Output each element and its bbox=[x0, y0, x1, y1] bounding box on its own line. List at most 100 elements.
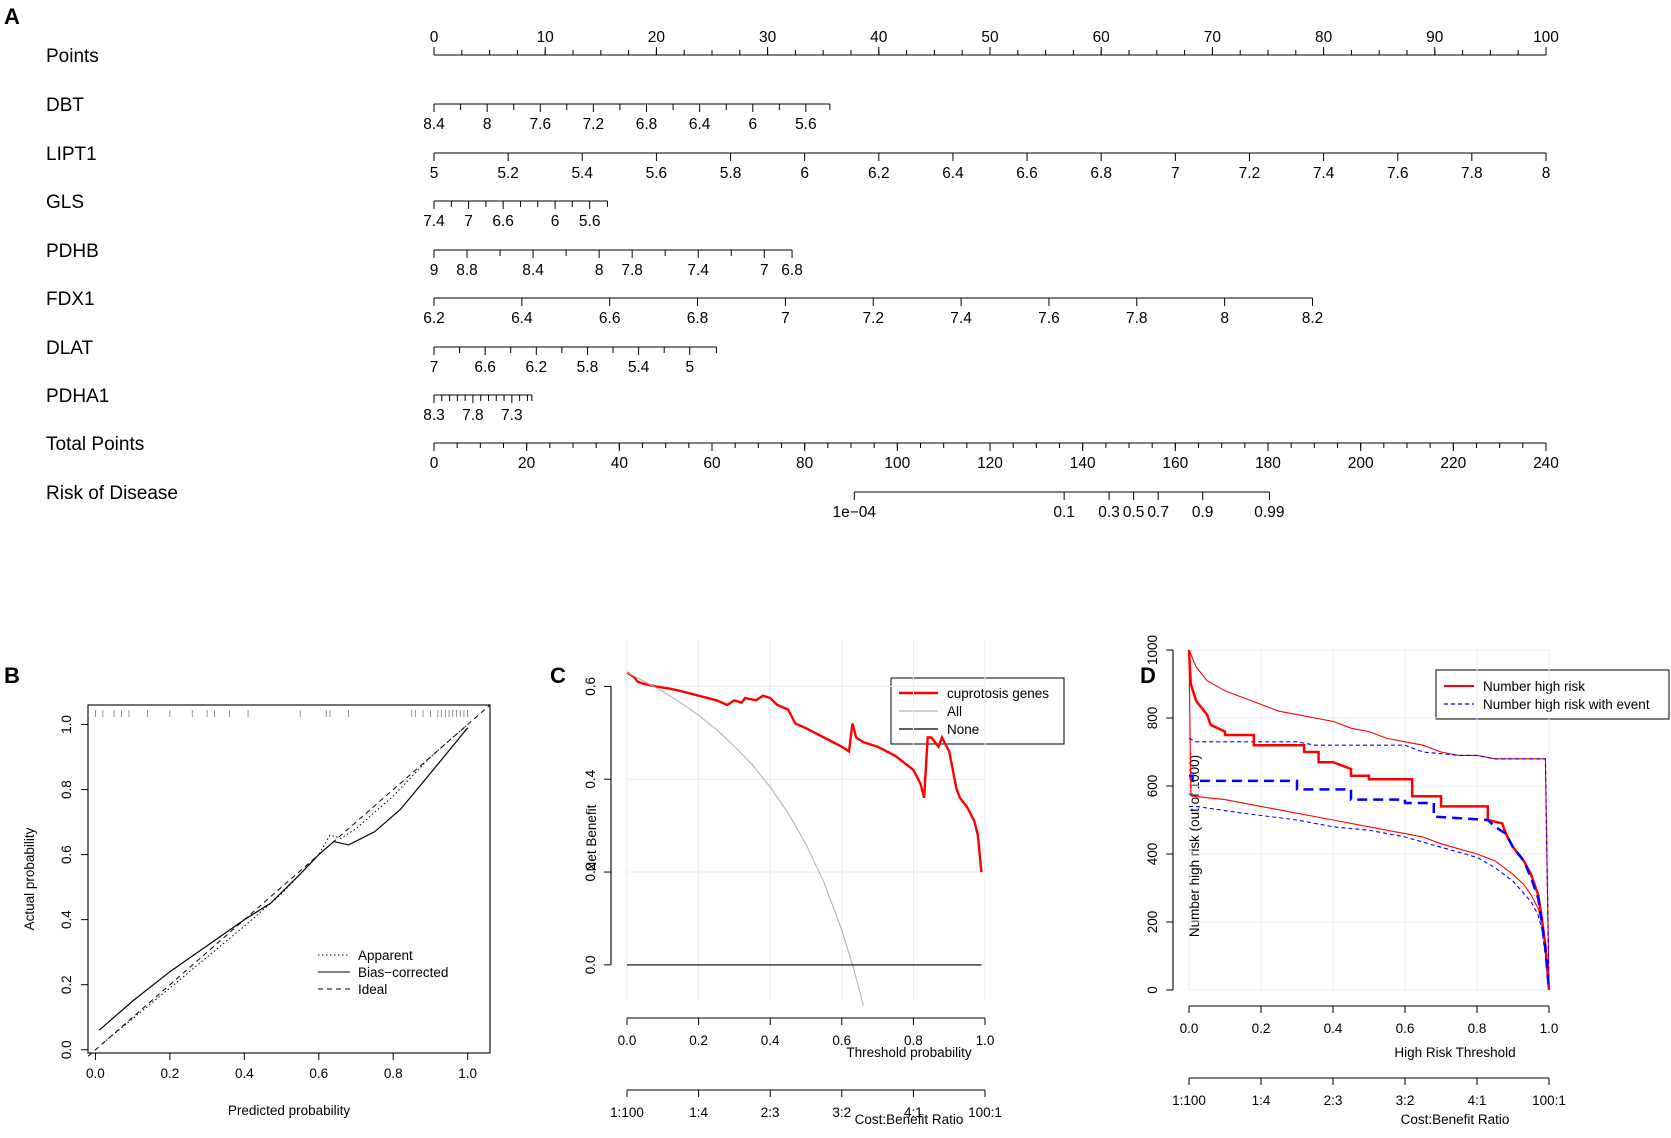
nomogram-tick-label-pdhb: 8 bbox=[595, 262, 604, 279]
decision-x-tick-label: 0.6 bbox=[832, 1033, 851, 1048]
decision-x-axis-title: Threshold probability bbox=[846, 1045, 972, 1060]
decision-curve-cuprotosis-genes bbox=[626, 671, 983, 873]
nomogram-tick-label-total-points: 60 bbox=[703, 455, 721, 472]
impact-curve-number-high-risk-with-event-lower-ci bbox=[1189, 805, 1550, 991]
impact-x-axis-title: High Risk Threshold bbox=[1394, 1045, 1515, 1060]
nomogram-tick-label-risk-of-disease: 0.9 bbox=[1192, 504, 1214, 521]
nomogram-tick-label-lipt1: 7.2 bbox=[1239, 165, 1261, 182]
impact-x-tick-label: 0.4 bbox=[1324, 1021, 1343, 1036]
calibration-x-tick-label: 0.8 bbox=[384, 1066, 403, 1081]
decision-legend: cuprotosis genes All None bbox=[890, 677, 1065, 745]
decision-ratio-tick-label: 3:2 bbox=[832, 1105, 851, 1120]
nomogram-tick-label-lipt1: 5.6 bbox=[646, 165, 668, 182]
calibration-y-tick-label: 0.2 bbox=[59, 975, 74, 994]
calibration-plot-frame bbox=[87, 704, 491, 1054]
panel-letter-b: B bbox=[4, 663, 20, 688]
nomogram-tick-label-lipt1: 7.4 bbox=[1313, 165, 1335, 182]
nomogram-tick-label-total-points: 140 bbox=[1070, 455, 1096, 472]
nomogram-tick-label-total-points: 120 bbox=[977, 455, 1003, 472]
legend-label-bias-corrected: Bias−corrected bbox=[358, 965, 448, 980]
nomogram-tick-label-points: 40 bbox=[870, 29, 888, 46]
nomogram-tick-label-total-points: 160 bbox=[1162, 455, 1188, 472]
nomogram-tick-label-dlat: 6.6 bbox=[474, 359, 496, 376]
nomogram-tick-label-dlat: 6.2 bbox=[526, 359, 548, 376]
nomogram-tick-label-lipt1: 5.4 bbox=[571, 165, 593, 182]
impact-ratio-tick-label: 1:100 bbox=[1172, 1093, 1206, 1108]
nomogram-tick-label-points: 60 bbox=[1093, 29, 1111, 46]
nomogram-tick-label-pdhb: 7.8 bbox=[621, 262, 643, 279]
nomogram-tick-label-lipt1: 7 bbox=[1171, 165, 1180, 182]
panel-letter-c: C bbox=[550, 663, 566, 688]
nomogram-label-lipt1: LIPT1 bbox=[46, 144, 97, 165]
impact-legend: Number high risk Number high risk with e… bbox=[1435, 669, 1670, 720]
decision-ratio-tick-label: 1:100 bbox=[610, 1105, 644, 1120]
nomogram-tick-label-pdha1: 7.3 bbox=[501, 407, 523, 424]
nomogram-tick-label-total-points: 200 bbox=[1348, 455, 1374, 472]
nomogram-tick-label-points: 70 bbox=[1204, 29, 1222, 46]
nomogram-tick-label-points: 50 bbox=[981, 29, 999, 46]
calibration-line-ideal bbox=[87, 704, 491, 1057]
impact-ratio-axis-title: Cost:Benefit Ratio bbox=[1401, 1112, 1510, 1127]
nomogram-tick-label-risk-of-disease: 0.7 bbox=[1147, 504, 1169, 521]
nomogram-tick-label-lipt1: 6 bbox=[800, 165, 809, 182]
impact-y-tick-label: 0 bbox=[1145, 986, 1160, 994]
impact-y-tick-label: 600 bbox=[1145, 775, 1160, 798]
impact-curve-number-high-risk-with-event bbox=[1189, 774, 1551, 991]
nomogram-tick-label-fdx1: 6.2 bbox=[423, 310, 445, 327]
nomogram-tick-label-fdx1: 7.2 bbox=[862, 310, 884, 327]
nomogram-tick-label-total-points: 80 bbox=[796, 455, 814, 472]
impact-x-tick-label: 0.0 bbox=[1180, 1021, 1199, 1036]
nomogram-tick-label-dlat: 5.8 bbox=[577, 359, 599, 376]
legend-label-all: All bbox=[947, 704, 962, 719]
impact-legend-box bbox=[1435, 669, 1670, 720]
nomogram-tick-label-dlat: 5.4 bbox=[628, 359, 650, 376]
nomogram-tick-label-fdx1: 7.4 bbox=[950, 310, 972, 327]
nomogram-tick-label-risk-of-disease: 0.5 bbox=[1123, 504, 1145, 521]
impact-curve-number-high-risk-lower-ci bbox=[1188, 649, 1550, 991]
nomogram-tick-label-risk-of-disease: 0.1 bbox=[1053, 504, 1075, 521]
nomogram-tick-label-gls: 6.6 bbox=[492, 213, 514, 230]
nomogram-tick-label-points: 20 bbox=[648, 29, 666, 46]
nomogram-tick-label-dbt: 6.4 bbox=[689, 116, 711, 133]
nomogram-tick-label-pdhb: 8.8 bbox=[456, 262, 478, 279]
calibration-y-tick-label: 0.4 bbox=[59, 910, 74, 929]
nomogram-tick-label-pdhb: 7 bbox=[760, 262, 769, 279]
calibration-y-tick-label: 1.0 bbox=[59, 715, 74, 734]
nomogram-label-fdx1: FDX1 bbox=[46, 289, 95, 310]
nomogram-tick-label-gls: 7 bbox=[464, 213, 473, 230]
decision-ratio-tick-label: 1:4 bbox=[689, 1105, 708, 1120]
legend-label-number-high-risk-with-event: Number high risk with event bbox=[1483, 697, 1650, 712]
calibration-x-axis-title: Predicted probability bbox=[228, 1103, 351, 1118]
nomogram-tick-label-fdx1: 7 bbox=[781, 310, 790, 327]
nomogram-tick-label-dbt: 8.4 bbox=[423, 116, 445, 133]
nomogram-tick-label-fdx1: 6.6 bbox=[599, 310, 621, 327]
nomogram-tick-label-pdha1: 7.8 bbox=[462, 407, 484, 424]
nomogram-tick-label-lipt1: 6.4 bbox=[942, 165, 964, 182]
calibration-x-tick-label: 0.0 bbox=[86, 1066, 105, 1081]
impact-x-tick-label: 0.8 bbox=[1468, 1021, 1487, 1036]
decision-x-tick-label: 0.4 bbox=[761, 1033, 780, 1048]
nomogram-tick-label-dbt: 8 bbox=[483, 116, 492, 133]
legend-label-cuprotosis-genes: cuprotosis genes bbox=[947, 686, 1049, 701]
decision-curve-all bbox=[626, 672, 864, 1006]
nomogram-tick-label-dlat: 5 bbox=[685, 359, 694, 376]
decision-ratio-tick-label: 100:1 bbox=[968, 1105, 1002, 1120]
nomogram-label-points: Points bbox=[46, 46, 99, 67]
impact-y-axis-title: Number high risk (out of 1000) bbox=[1187, 755, 1202, 937]
nomogram-tick-label-fdx1: 7.8 bbox=[1126, 310, 1148, 327]
decision-ratio-axis-title: Cost:Benefit Ratio bbox=[855, 1112, 964, 1127]
panel-letter-a: A bbox=[4, 4, 20, 29]
nomogram-label-pdhb: PDHB bbox=[46, 241, 99, 262]
nomogram-tick-label-gls: 6 bbox=[551, 213, 560, 230]
impact-x-tick-label: 1.0 bbox=[1540, 1021, 1559, 1036]
decision-x-tick-label: 1.0 bbox=[976, 1033, 995, 1048]
nomogram-tick-label-dbt: 5.6 bbox=[795, 116, 817, 133]
calibration-x-tick-label: 1.0 bbox=[458, 1066, 477, 1081]
nomogram-tick-label-total-points: 220 bbox=[1440, 455, 1466, 472]
impact-y-tick-label: 1000 bbox=[1145, 635, 1160, 665]
calibration-line-apparent bbox=[102, 724, 469, 1044]
nomogram-tick-label-dbt: 6 bbox=[748, 116, 757, 133]
calibration-x-tick-label: 0.2 bbox=[160, 1066, 179, 1081]
